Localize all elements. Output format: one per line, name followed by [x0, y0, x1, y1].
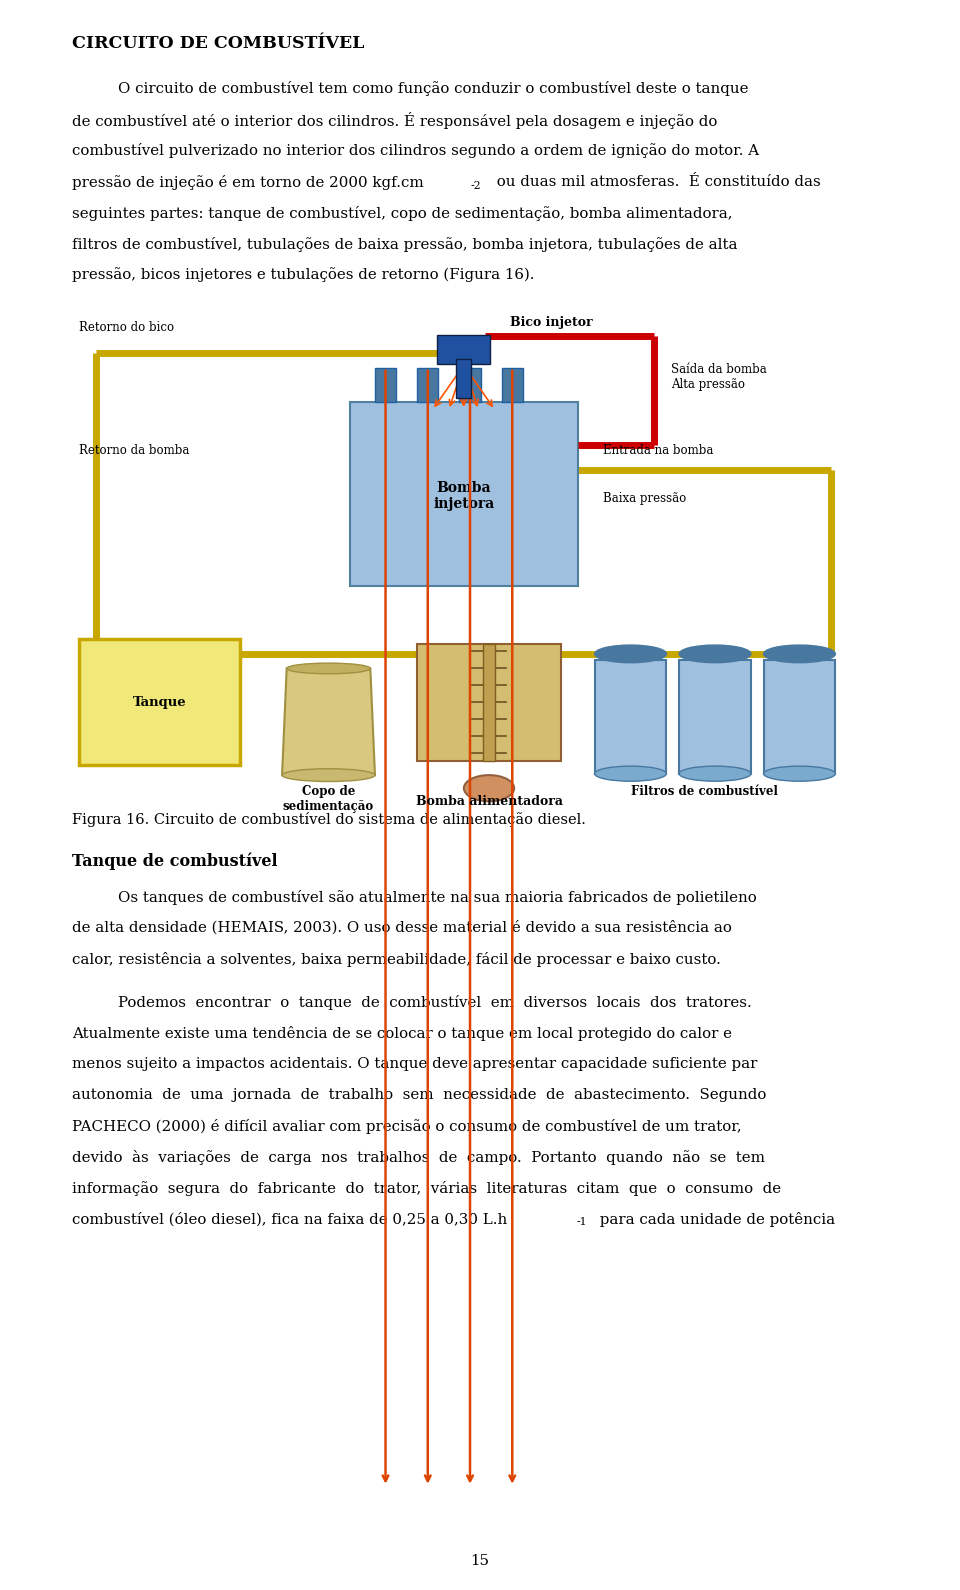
Text: pressão de injeção é em torno de 2000 kgf.cm: pressão de injeção é em torno de 2000 kg…	[72, 175, 423, 189]
Text: Tanque: Tanque	[132, 696, 186, 709]
Text: Bomba alimentadora: Bomba alimentadora	[416, 795, 563, 808]
Ellipse shape	[763, 766, 835, 781]
Text: filtros de combustível, tubulações de baixa pressão, bomba injetora, tubulações : filtros de combustível, tubulações de ba…	[72, 237, 737, 251]
Ellipse shape	[282, 768, 375, 782]
Bar	[456, 359, 471, 399]
Polygon shape	[282, 668, 375, 774]
Text: de combustível até o interior dos cilindros. É responsável pela dosagem e injeçã: de combustível até o interior dos cilind…	[72, 113, 717, 129]
Text: para cada unidade de potência: para cada unidade de potência	[595, 1212, 835, 1227]
Ellipse shape	[679, 766, 751, 781]
Text: Tanque de combustível: Tanque de combustível	[72, 852, 277, 870]
Bar	[483, 644, 494, 760]
Bar	[438, 335, 491, 364]
Text: seguintes partes: tanque de combustível, copo de sedimentação, bomba alimentador: seguintes partes: tanque de combustível,…	[72, 205, 732, 221]
Text: Retorno do bico: Retorno do bico	[80, 321, 175, 334]
Text: -2: -2	[470, 181, 481, 191]
Bar	[375, 367, 396, 402]
Text: Retorno da bomba: Retorno da bomba	[80, 444, 190, 456]
Text: de alta densidade (HEMAIS, 2003). O uso desse material é devido a sua resistênci: de alta densidade (HEMAIS, 2003). O uso …	[72, 921, 732, 935]
Text: Baixa pressão: Baixa pressão	[603, 493, 686, 506]
Text: Filtros de combustível: Filtros de combustível	[631, 785, 778, 798]
Text: devido  às  variações  de  carga  nos  trabalhos  de  campo.  Portanto  quando  : devido às variações de carga nos trabalh…	[72, 1150, 765, 1165]
Text: ou duas mil atmosferas.  É constituído das: ou duas mil atmosferas. É constituído da…	[492, 175, 820, 189]
Text: 15: 15	[470, 1555, 490, 1568]
Text: CIRCUITO DE COMBUSTÍVEL: CIRCUITO DE COMBUSTÍVEL	[72, 35, 365, 52]
Bar	[679, 660, 751, 774]
Ellipse shape	[464, 774, 515, 801]
Text: pressão, bicos injetores e tubulações de retorno (Figura 16).: pressão, bicos injetores e tubulações de…	[72, 267, 535, 283]
Text: combustível pulverizado no interior dos cilindros segundo a ordem de ignição do : combustível pulverizado no interior dos …	[72, 143, 759, 159]
Ellipse shape	[287, 663, 371, 674]
Text: Entrada na bomba: Entrada na bomba	[603, 444, 713, 456]
Text: Atualmente existe uma tendência de se colocar o tanque em local protegido do cal: Atualmente existe uma tendência de se co…	[72, 1026, 732, 1041]
Text: Bico injetor: Bico injetor	[510, 316, 592, 329]
Bar	[349, 402, 578, 587]
Ellipse shape	[594, 646, 666, 663]
Bar	[502, 367, 523, 402]
Text: Figura 16. Circuito de combustível do sistema de alimentação diesel.: Figura 16. Circuito de combustível do si…	[72, 812, 586, 827]
Ellipse shape	[679, 646, 751, 663]
Text: menos sujeito a impactos acidentais. O tanque deve apresentar capacidade suficie: menos sujeito a impactos acidentais. O t…	[72, 1057, 757, 1072]
Ellipse shape	[594, 766, 666, 781]
Text: calor, resistência a solventes, baixa permeabilidade, fácil de processar e baixo: calor, resistência a solventes, baixa pe…	[72, 951, 721, 967]
Ellipse shape	[763, 646, 835, 663]
Text: Copo de
sedimentação: Copo de sedimentação	[283, 785, 374, 812]
Text: -1: -1	[577, 1216, 588, 1227]
Text: Os tanques de combustível são atualmente na sua maioria fabricados de polietilen: Os tanques de combustível são atualmente…	[118, 889, 756, 905]
Bar	[763, 660, 835, 774]
Bar	[418, 644, 561, 760]
Bar	[80, 639, 240, 765]
Text: Podemos  encontrar  o  tanque  de  combustível  em  diversos  locais  dos  trato: Podemos encontrar o tanque de combustíve…	[118, 995, 752, 1010]
Text: autonomia  de  uma  jornada  de  trabalho  sem  necessidade  de  abastecimento. : autonomia de uma jornada de trabalho sem…	[72, 1088, 766, 1102]
Text: Bomba
injetora: Bomba injetora	[433, 482, 494, 512]
Text: combustível (óleo diesel), fica na faixa de 0,25 a 0,30 L.h: combustível (óleo diesel), fica na faixa…	[72, 1212, 507, 1227]
Text: Saída da bomba
Alta pressão: Saída da bomba Alta pressão	[671, 364, 766, 391]
Bar	[594, 660, 666, 774]
Bar	[460, 367, 481, 402]
Text: O circuito de combustível tem como função conduzir o combustível deste o tanque: O circuito de combustível tem como funçã…	[118, 81, 749, 97]
Text: informação  segura  do  fabricante  do  trator,  várias  literaturas  citam  que: informação segura do fabricante do trato…	[72, 1181, 781, 1196]
Bar	[418, 367, 439, 402]
Text: PACHECO (2000) é difícil avaliar com precisão o consumo de combustível de um tra: PACHECO (2000) é difícil avaliar com pre…	[72, 1119, 742, 1134]
